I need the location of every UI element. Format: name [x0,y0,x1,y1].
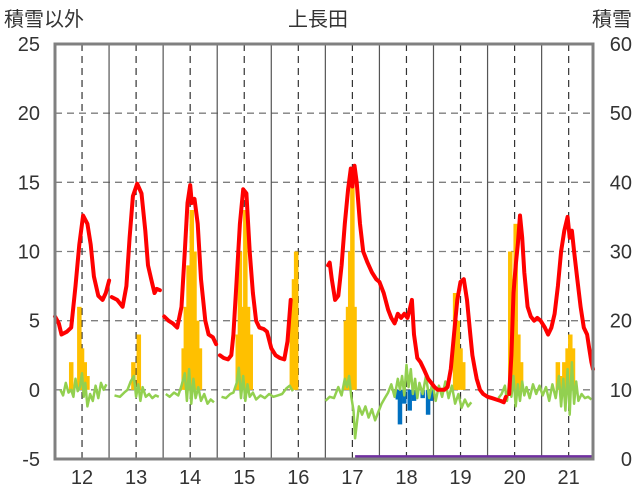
x-tick-label: 16 [287,467,309,489]
precip-bar [458,348,463,390]
y-left-tick-label: 10 [18,242,40,264]
y-left-tick-label: 5 [29,311,40,333]
precip-bar [186,265,191,390]
y-right-tick-label: 20 [610,311,632,333]
precip-bar [516,334,521,390]
y-right-tick-label: 0 [621,449,632,471]
y-left-tick-label: 25 [18,34,40,56]
precip-bar [82,362,87,390]
green-series [59,360,593,440]
precip-bar [237,251,243,390]
y-left-tick-label: 15 [18,172,40,194]
blue-bar [397,389,403,425]
precip-bar [293,251,299,390]
y-left-tick-label: 20 [18,103,40,125]
precip-bar [243,210,248,390]
y-right-tick-label: 40 [610,172,632,194]
y-left-label: 積雪以外 [4,7,84,31]
precipitation-bars [68,182,576,390]
precip-bar [568,334,573,390]
precip-bar [189,210,195,390]
temperature-line-segment [217,187,293,362]
precip-bar [85,376,90,390]
precip-bar [248,334,253,390]
blue-bars [395,389,434,425]
precip-bar [460,362,466,390]
precip-bar [558,376,564,390]
x-tick-label: 14 [179,467,201,489]
x-tick-label: 19 [449,467,471,489]
temperature-line-segment [162,183,219,347]
green-line-segment [221,366,294,403]
plot-frame [53,42,595,461]
y-left-tick-label: 0 [29,380,40,402]
x-tick-label: 12 [71,467,93,489]
x-tick-label: 20 [503,467,525,489]
green-line-segment [165,367,215,405]
precip-bar [79,348,85,390]
precip-bar [192,251,197,390]
temperature-line-segment [326,163,508,405]
temperature-line-segment [109,181,162,309]
chart-title: 上長田 [288,7,348,31]
temperature-series [53,163,595,405]
temperature-line-segment [53,213,112,337]
blue-bar [402,389,407,404]
precip-bar [183,306,189,390]
precip-bar [240,306,245,390]
y-right-label: 積雪 [592,7,632,31]
precip-bar [518,362,524,390]
precip-bar [245,306,251,390]
precip-bar [455,320,461,390]
precip-bar [77,306,82,390]
precip-bar [350,182,355,390]
precip-bar [194,320,200,390]
x-ticks: 12 13 14 15 16 17 18 19 20 21 [71,467,580,489]
x-tick-label: 13 [125,467,147,489]
green-line-segment [59,371,108,408]
x-tick-label: 21 [558,467,580,489]
precip-bar [68,362,74,390]
blue-bar [411,389,417,401]
y-left-tick-label: -5 [22,449,40,471]
green-line-segment [324,363,473,440]
y-right-tick-label: 50 [610,103,632,125]
precip-bar [562,362,567,390]
blue-bar [407,389,412,411]
x-tick-label: 15 [233,467,255,489]
temperature-line-segment [507,213,595,396]
y-left-ticks: 25 20 15 10 5 0 -5 [18,34,40,471]
precip-bar [352,306,357,390]
x-tick-label: 17 [341,467,363,489]
green-line-segment [114,374,160,403]
y-right-tick-label: 60 [610,34,632,56]
blue-bar [425,389,431,415]
precip-bar [197,348,203,390]
precip-bar [513,223,518,390]
green-line-segment [497,360,593,416]
y-right-tick-label: 10 [610,380,632,402]
precip-bar [136,334,142,390]
y-right-tick-label: 30 [610,242,632,264]
x-tick-label: 18 [395,467,417,489]
y-right-ticks: 60 50 40 30 20 10 0 [610,34,632,471]
precip-bar [508,251,513,390]
